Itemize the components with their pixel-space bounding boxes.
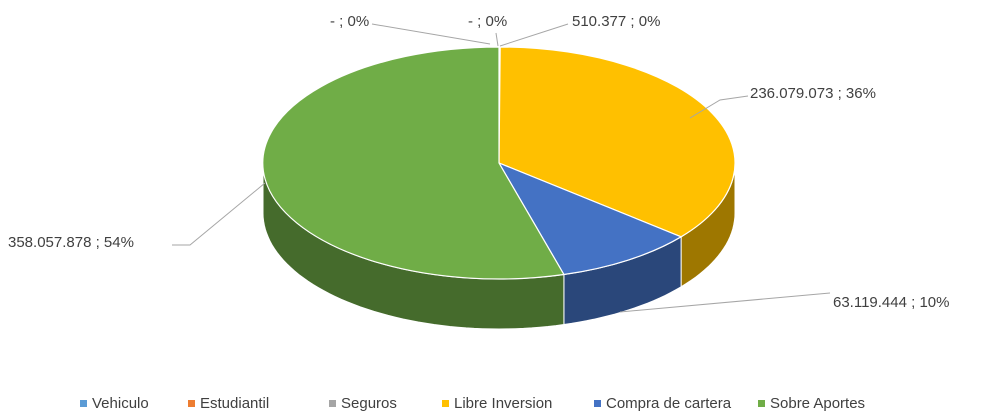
data-label: - ; 0% bbox=[330, 13, 369, 30]
legend-label: Libre Inversion bbox=[454, 395, 552, 412]
legend-label: Estudiantil bbox=[200, 395, 269, 412]
leader-line bbox=[499, 23, 569, 47]
data-label: - ; 0% bbox=[468, 13, 507, 30]
legend-swatch bbox=[594, 400, 601, 407]
data-label: 236.079.073 ; 36% bbox=[750, 85, 876, 102]
slice bbox=[262, 46, 565, 280]
data-label: 63.119.444 ; 10% bbox=[833, 294, 949, 311]
legend-swatch bbox=[80, 400, 87, 407]
slice bbox=[497, 161, 683, 276]
legend-label: Seguros bbox=[341, 395, 397, 412]
leader-line bbox=[371, 23, 491, 45]
leader-line bbox=[172, 182, 266, 246]
data-label: 358.057.878 ; 54% bbox=[8, 234, 134, 251]
legend-swatch bbox=[188, 400, 195, 407]
leader-line bbox=[619, 292, 831, 313]
legend-swatch bbox=[442, 400, 449, 407]
legend-label: Compra de cartera bbox=[606, 395, 732, 412]
slice bbox=[498, 46, 736, 238]
leader-line bbox=[495, 32, 499, 47]
leader-line bbox=[689, 95, 749, 119]
data-label: 510.377 ; 0% bbox=[572, 13, 660, 30]
legend-swatch bbox=[758, 400, 765, 407]
legend-label: Sobre Aportes bbox=[770, 395, 865, 412]
legend-swatch bbox=[329, 400, 336, 407]
legend-label: Vehiculo bbox=[92, 395, 149, 412]
